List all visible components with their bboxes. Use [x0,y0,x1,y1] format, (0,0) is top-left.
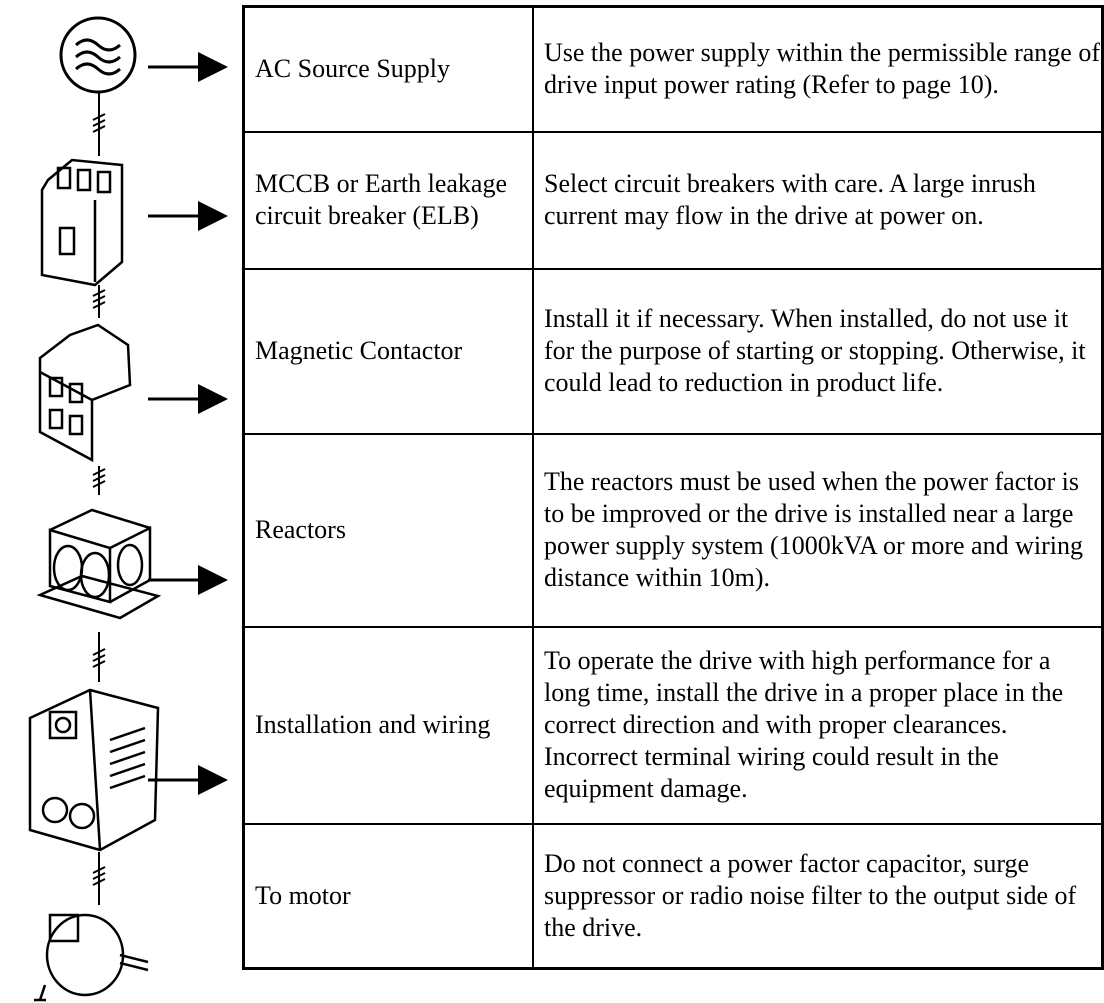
description-cell: The reactors must be used when the power… [532,432,1104,628]
component-cell: To motor [242,822,534,970]
table-row: To motor Do not connect a power factor ca… [242,822,1104,970]
wires [92,92,106,905]
arrows [148,52,228,795]
table-row: MCCB or Earth leakage circuit breaker (E… [242,130,1104,270]
mccb-icon [40,158,124,287]
table-row: Installation and wiring To operate the dr… [242,625,1104,825]
description-cell: Do not connect a power factor capacitor,… [532,822,1104,970]
description-cell: Install it if necessary. When installed,… [532,267,1104,435]
component-cell: MCCB or Earth leakage circuit breaker (E… [242,130,534,270]
ac-wave [74,38,122,76]
component-cell: Installation and wiring [242,625,534,825]
description-cell: To operate the drive with high performan… [532,625,1104,825]
component-cell: Reactors [242,432,534,628]
table-row: Magnetic Contactor Install it if necessar… [242,267,1104,435]
device-chain [28,16,228,1002]
component-cell: AC Source Supply [242,5,534,133]
description-cell: Select circuit breakers with care. A lar… [532,130,1104,270]
motor-icon [34,913,149,1002]
description-cell: Use the power supply within the permissi… [532,5,1104,133]
table-row: AC Source Supply Use the power supply wit… [242,5,1104,133]
reactor-icon [36,508,162,620]
ac-source-icon [59,16,137,94]
component-cell: Magnetic Contactor [242,267,534,435]
device-table: AC Source Supply Use the power supply wit… [242,5,1104,970]
table-row: Reactors The reactors must be used when t… [242,432,1104,628]
contactor-icon [38,323,132,463]
drive-icon [28,688,160,852]
